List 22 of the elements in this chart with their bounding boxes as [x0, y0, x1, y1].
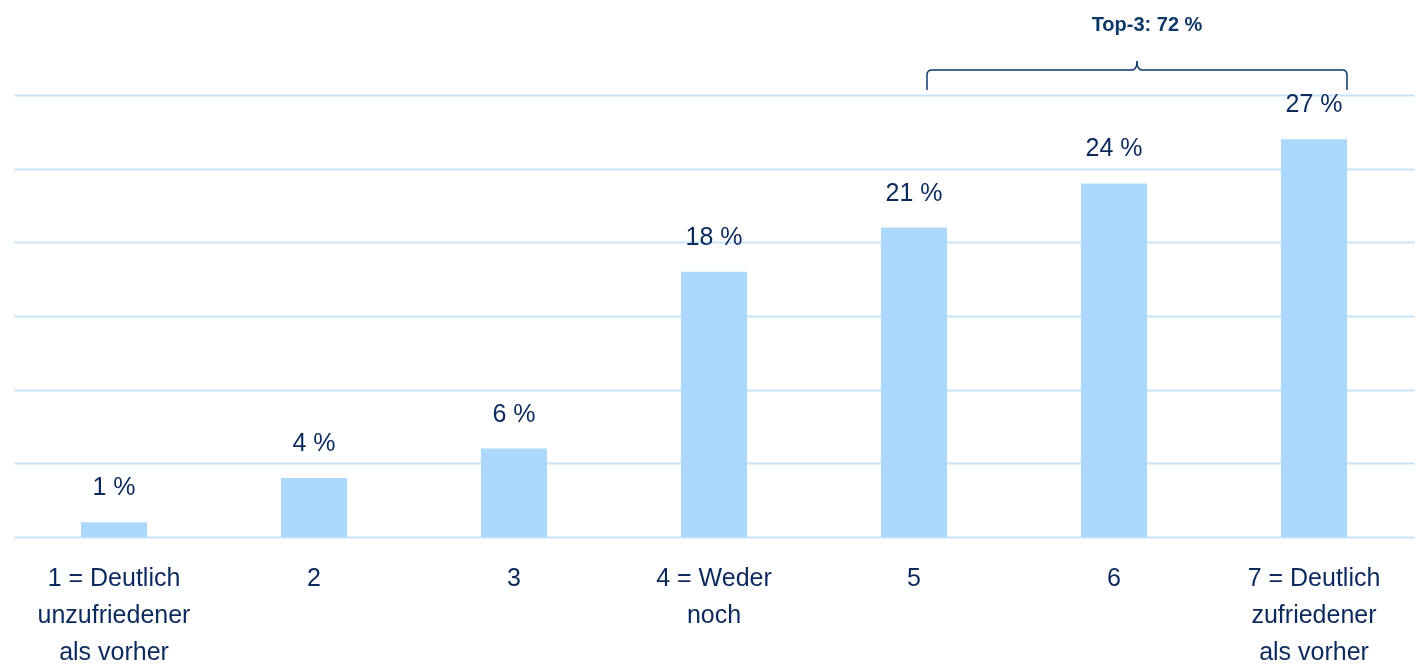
data-label: 21 % — [885, 177, 943, 206]
data-label: 18 % — [685, 221, 743, 250]
data-label: 4 % — [292, 428, 336, 457]
bar — [681, 271, 747, 537]
bar — [1281, 139, 1347, 537]
x-tick-label: 2 — [307, 562, 321, 591]
bar — [81, 522, 147, 537]
data-label: 24 % — [1085, 133, 1143, 162]
data-label: 1 % — [92, 472, 136, 501]
text: Top-3: 72 % — [1091, 13, 1203, 35]
bar — [1081, 183, 1147, 537]
x-tick-label: 5 — [907, 562, 921, 591]
bar — [881, 227, 947, 537]
x-tick-label: 4 = Weder noch — [656, 562, 772, 628]
data-label: 6 % — [492, 398, 536, 427]
bar — [281, 478, 347, 537]
x-tick-label: 6 — [1107, 562, 1121, 591]
x-tick-label: 1 = Deutlich unzufriedener als vorher — [37, 562, 191, 665]
x-tick-label: 3 — [507, 562, 521, 591]
data-label: 27 % — [1285, 89, 1343, 118]
x-tick-label: 7 = Deutlich zufriedener als vorher — [1247, 562, 1381, 665]
bar — [481, 448, 547, 537]
